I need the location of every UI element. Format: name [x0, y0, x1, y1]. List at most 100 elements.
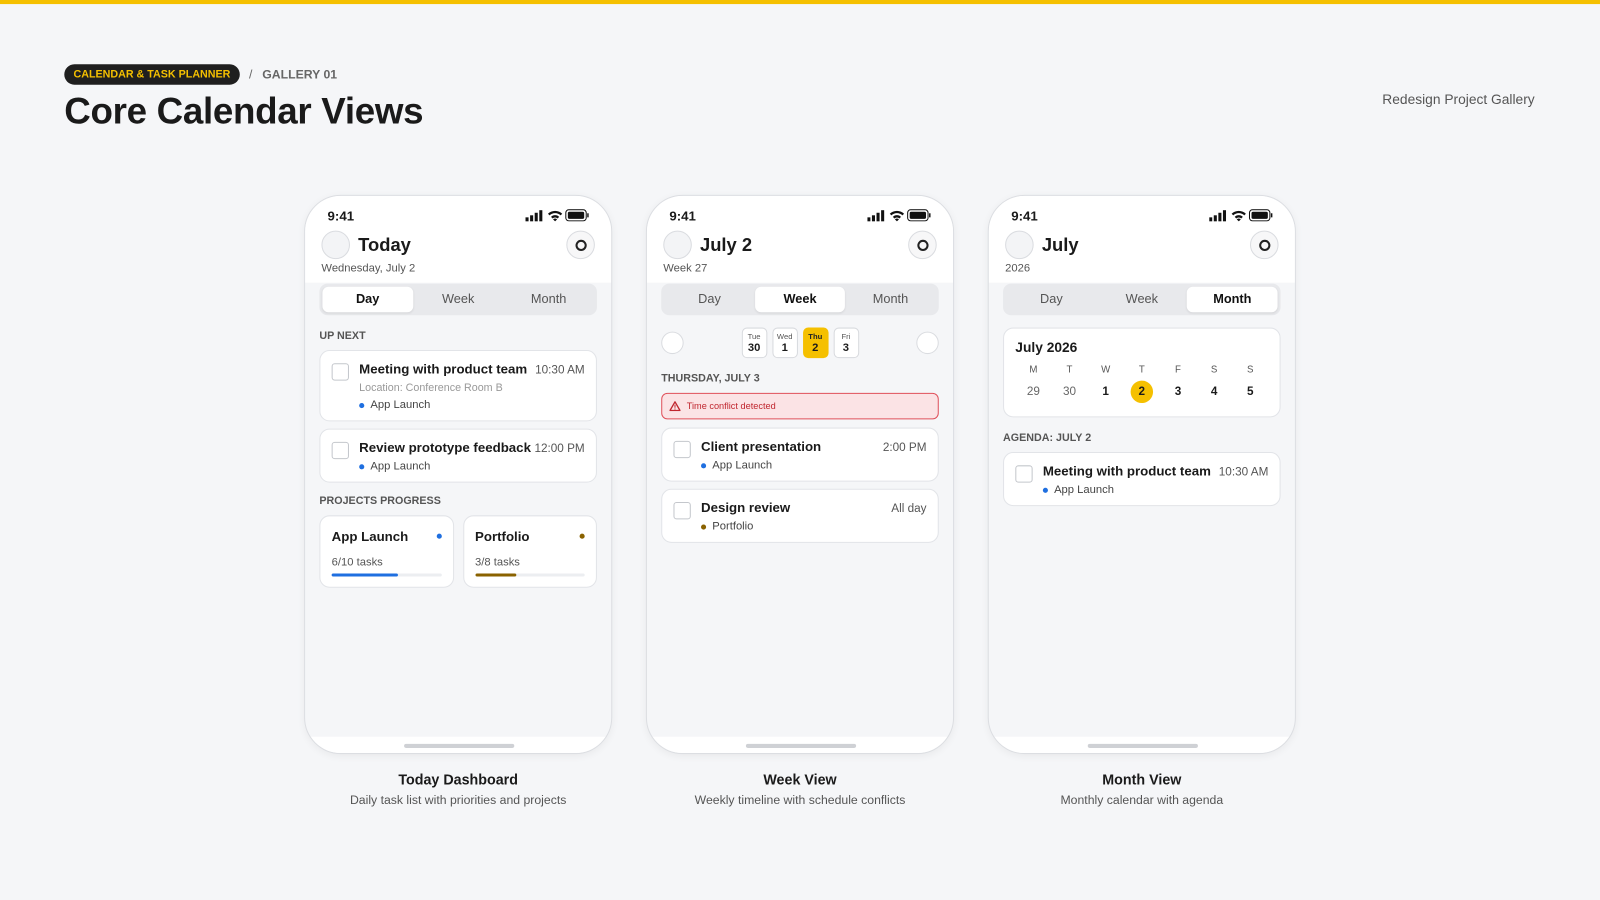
weekday-header: T — [1066, 364, 1073, 376]
day-number: 3 — [842, 341, 850, 355]
view-tabs: Day Week Month — [319, 283, 597, 316]
status-time: 9:41 — [669, 208, 696, 224]
status-icons — [1209, 208, 1273, 226]
calendar-grid: M T W T F S S 29 30 1 2 3 4 5 — [1015, 361, 1268, 404]
project-dot — [701, 523, 707, 530]
task-project: App Launch — [359, 460, 585, 472]
task-row: Client presentation 2:00 PM — [701, 439, 927, 454]
section-label: THURSDAY, JULY 3 — [661, 372, 760, 385]
view-tab[interactable]: Week — [1125, 291, 1159, 307]
week-day[interactable]: Wed 1 — [771, 327, 798, 359]
prev-week[interactable] — [661, 331, 684, 355]
view-tab[interactable]: Day — [1040, 291, 1063, 307]
project-header: App Launch — [332, 529, 442, 544]
day-number: 4 — [1210, 385, 1218, 398]
day-number: 1 — [781, 341, 788, 355]
avatar[interactable] — [663, 230, 692, 260]
day-number: 30 — [747, 341, 761, 355]
task-checkbox[interactable] — [331, 363, 349, 381]
phone-screen: 9:41 Today Wednesday, July 2 Day Week Month UP… — [304, 194, 613, 755]
task-project: App Launch — [701, 459, 927, 471]
project-name: App Launch — [712, 459, 773, 472]
calendar-day[interactable]: 2 — [1124, 380, 1160, 404]
app-header: 9:41 Today Wednesday, July 2 — [305, 195, 612, 283]
view-tab[interactable]: Day — [322, 286, 413, 313]
task-checkbox[interactable] — [1015, 465, 1033, 483]
task-checkbox[interactable] — [673, 502, 691, 520]
screen-subtitle: 2026 — [1005, 262, 1031, 275]
day-number: 2 — [812, 341, 819, 355]
progress-track — [331, 573, 442, 577]
calendar-day[interactable]: 1 — [1088, 380, 1124, 404]
project-card[interactable]: Portfolio 3/8 tasks — [462, 515, 597, 588]
task-checkbox[interactable] — [331, 441, 349, 460]
calendar-day[interactable]: 5 — [1232, 380, 1268, 404]
week-day[interactable]: Tue 30 — [741, 327, 767, 359]
weekday: Tue — [747, 331, 761, 341]
week-strip: Tue 30 Wed 1 Thu 2 Fri 3 — [661, 327, 939, 359]
caption-description: Weekly timeline with schedule conflicts — [694, 792, 906, 808]
screen-subtitle: Week 27 — [663, 262, 708, 275]
calendar-day[interactable]: 30 — [1051, 380, 1087, 404]
view-tab[interactable]: Day — [698, 291, 721, 307]
project-dot — [359, 463, 365, 469]
view-tab[interactable]: Month — [872, 291, 909, 307]
project-name: Portfolio — [474, 528, 530, 544]
section-label: PROJECTS PROGRESS — [319, 494, 441, 508]
view-tab[interactable]: Week — [754, 286, 846, 313]
action-button[interactable] — [566, 230, 595, 260]
view-tab[interactable]: Month — [1187, 286, 1278, 313]
week-day[interactable]: Fri 3 — [833, 327, 859, 359]
calendar-day[interactable]: 29 — [1015, 380, 1051, 404]
task-location: Location: Conference Room B — [359, 381, 503, 394]
avatar[interactable] — [1005, 230, 1034, 260]
task-card[interactable]: Meeting with product team 10:30 AM App Lau… — [1003, 452, 1281, 507]
task-card[interactable]: Meeting with product team 10:30 AM Locatio… — [319, 349, 597, 422]
task-title: Meeting with product team — [359, 361, 528, 377]
task-card[interactable]: Review prototype feedback 12:00 PM App Lau… — [319, 428, 597, 483]
task-title: Review prototype feedback — [359, 439, 531, 456]
progress-fill — [474, 573, 517, 577]
action-button[interactable] — [908, 230, 937, 260]
task-title: Design review — [701, 499, 791, 516]
project-dot — [359, 402, 365, 408]
week-day[interactable]: Thu 2 — [802, 327, 829, 359]
project-dot — [1042, 487, 1048, 493]
status-time: 9:41 — [1011, 208, 1038, 224]
month-calendar: July 2026 M T W T F S S 29 30 1 2 3 4 5 — [1003, 327, 1281, 418]
task-time: 12:00 PM — [534, 442, 585, 456]
status-icons — [867, 208, 931, 226]
day-number: 30 — [1062, 385, 1077, 398]
project-name: App Launch — [370, 398, 431, 412]
task-content: Meeting with product team 10:30 AM Locatio… — [359, 361, 585, 411]
view-tab[interactable]: Week — [441, 291, 475, 307]
avatar[interactable] — [321, 230, 350, 260]
project-tasks: 6/10 tasks — [331, 556, 383, 569]
weekday-header: F — [1175, 364, 1181, 376]
next-week[interactable] — [916, 331, 939, 355]
task-checkbox[interactable] — [673, 440, 691, 459]
calendar-day[interactable]: 3 — [1160, 380, 1196, 404]
task-card[interactable]: Client presentation 2:00 PM App Launch — [661, 427, 939, 482]
section-label: AGENDA: JULY 2 — [1003, 431, 1092, 444]
action-button[interactable] — [1249, 230, 1279, 260]
home-indicator — [1087, 743, 1198, 748]
screen-title: Today — [358, 234, 411, 256]
day-number: 29 — [1026, 385, 1040, 398]
week-days: Tue 30 Wed 1 Thu 2 Fri 3 — [741, 327, 859, 359]
home-indicator — [745, 743, 857, 748]
task-time: 2:00 PM — [882, 441, 927, 455]
progress-track — [474, 573, 585, 577]
day-number: 5 — [1246, 385, 1254, 398]
weekday-header: S — [1247, 364, 1254, 376]
view-tab[interactable]: Month — [530, 291, 567, 307]
calendar-day[interactable]: 4 — [1196, 380, 1232, 404]
task-card[interactable]: Design review All day Portfolio — [661, 488, 939, 543]
calendar-title: July 2026 — [1015, 339, 1078, 356]
task-time: 10:30 AM — [1218, 466, 1269, 479]
screen-title: July 2 — [699, 234, 753, 256]
screen-body: Day Week Month Tue 30 Wed 1 Thu 2 Fri 3 THURSDAY, J… — [661, 283, 939, 550]
project-card[interactable]: App Launch 6/10 tasks — [319, 515, 454, 588]
